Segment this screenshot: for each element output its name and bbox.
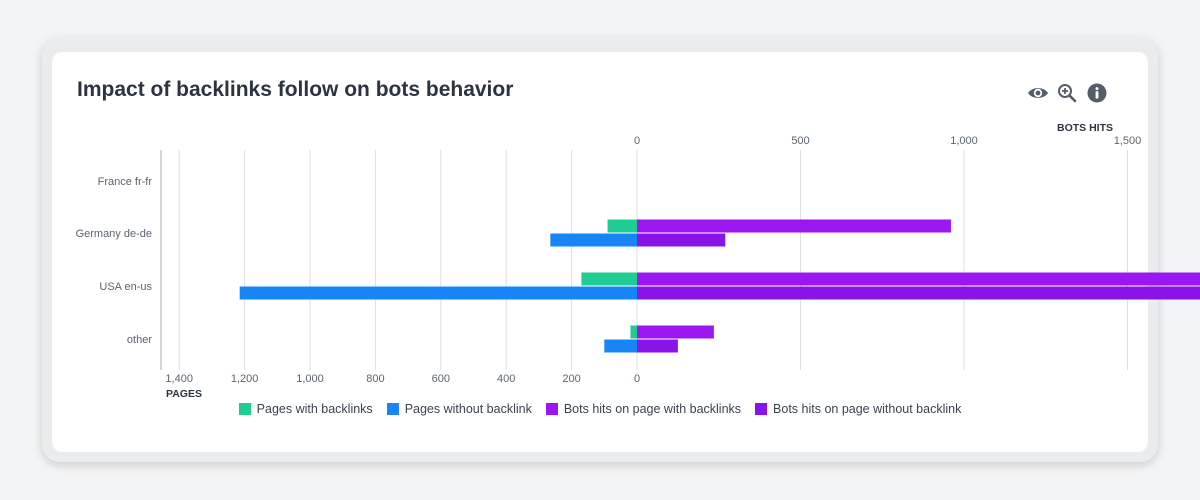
zoom-in-icon[interactable] xyxy=(1056,82,1078,104)
legend-item[interactable]: Pages with backlinks xyxy=(238,402,373,416)
bar-bots-hits-with-backlinks xyxy=(637,272,1200,286)
left-axis-title: PAGES xyxy=(166,388,202,400)
legend-swatch xyxy=(238,403,251,415)
right-axis-tick-label: 1,500 xyxy=(1114,135,1142,147)
bar-pages-with-backlinks xyxy=(630,325,637,339)
left-axis-tick-label: 400 xyxy=(497,373,515,385)
left-axis-tick-label: 800 xyxy=(366,373,384,385)
left-axis-tick-label: 0 xyxy=(634,373,640,385)
left-axis-tick-label: 1,400 xyxy=(165,373,193,385)
chart-legend: Pages with backlinks Pages without backli… xyxy=(0,402,1200,416)
bar-bots-hits-without-backlink xyxy=(637,339,678,353)
right-axis-title: BOTS HITS xyxy=(1057,122,1113,134)
eye-icon[interactable] xyxy=(1027,82,1049,104)
bar-pages-with-backlinks xyxy=(607,219,637,233)
bar-bots-hits-with-backlinks xyxy=(637,219,951,233)
bar-bots-hits-with-backlinks xyxy=(637,325,714,339)
category-label: France fr-fr xyxy=(98,176,153,188)
bar-pages-with-backlinks xyxy=(581,272,637,286)
legend-swatch xyxy=(545,403,558,415)
bar-pages-without-backlink xyxy=(604,339,637,353)
bar-bots-hits-without-backlink xyxy=(637,286,1200,300)
legend-item[interactable]: Bots hits on page with backlinks xyxy=(545,402,742,416)
bar-bots-hits-without-backlink xyxy=(637,233,726,247)
category-label: Germany de-de xyxy=(76,228,152,240)
info-icon[interactable] xyxy=(1086,82,1108,104)
legend-label: Pages without backlink xyxy=(404,402,532,416)
category-label: other xyxy=(127,334,152,346)
chart-card xyxy=(52,52,1148,452)
legend-swatch xyxy=(755,403,768,415)
right-axis-tick-label: 500 xyxy=(791,135,809,147)
left-axis-tick-label: 600 xyxy=(432,373,450,385)
legend-label: Pages with backlinks xyxy=(256,402,373,416)
bar-pages-without-backlink xyxy=(239,286,637,300)
category-label: USA en-us xyxy=(99,281,152,293)
left-axis-tick-label: 200 xyxy=(562,373,580,385)
bar-pages-without-backlink xyxy=(550,233,637,247)
legend-swatch xyxy=(386,403,399,415)
legend-item[interactable]: Pages without backlink xyxy=(386,402,532,416)
left-axis-tick-label: 1,000 xyxy=(296,373,324,385)
legend-item[interactable]: Bots hits on page without backlink xyxy=(755,402,961,416)
left-axis-tick-label: 1,200 xyxy=(231,373,259,385)
right-axis-tick-label: 1,000 xyxy=(950,135,978,147)
right-axis-tick-label: 0 xyxy=(634,135,640,147)
chart-title: Impact of backlinks follow on bots behav… xyxy=(77,78,514,101)
legend-label: Bots hits on page with backlinks xyxy=(563,402,742,416)
legend-label: Bots hits on page without backlink xyxy=(773,402,962,416)
